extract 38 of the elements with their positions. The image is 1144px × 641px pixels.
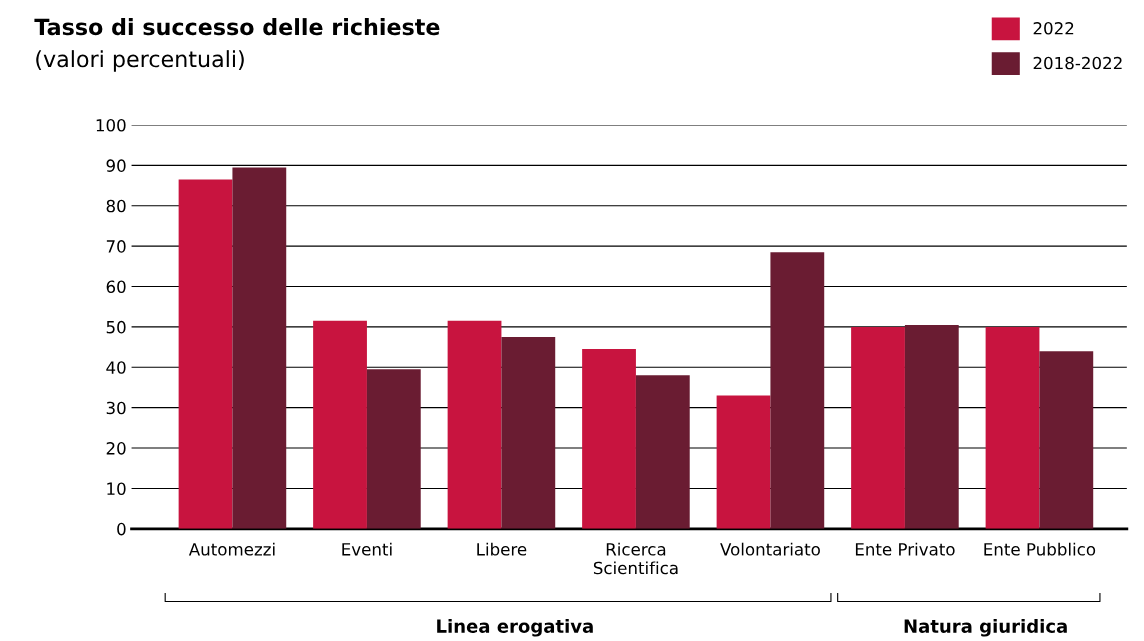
y-tick-label: 50 (106, 320, 126, 334)
bar (635, 375, 690, 529)
x-tick-label: Libere (477, 542, 527, 556)
text: Natura giuridica (904, 618, 1067, 637)
y-tick-label: 60 (106, 280, 126, 294)
bar (770, 252, 825, 529)
y-tick-label: 100 (96, 118, 126, 132)
y-tick-label: 20 (106, 442, 126, 455)
bar (904, 324, 959, 529)
bar (501, 337, 556, 529)
bar (851, 326, 905, 529)
y-tick-label: 40 (106, 361, 126, 374)
bar (313, 320, 367, 529)
x-tick-label: Ente Pubblico (984, 542, 1096, 556)
x-tick-label: Volontariato (720, 542, 820, 556)
text: Linea erogativa (437, 618, 593, 637)
x-tick-label: Eventi (342, 542, 392, 556)
bar (985, 326, 1040, 529)
bar (1039, 351, 1094, 529)
bar (716, 395, 771, 529)
bar (582, 349, 636, 529)
bar (366, 369, 421, 529)
y-tick-label: 90 (106, 159, 126, 172)
x-tick-label: Ente Privato (855, 542, 955, 556)
y-tick-label: 80 (106, 199, 126, 213)
y-tick-label: 10 (107, 482, 126, 496)
y-tick-label: 70 (106, 240, 126, 253)
bar (232, 167, 287, 529)
y-tick-label: 30 (106, 401, 126, 415)
bar (447, 320, 502, 529)
legend-label: 2022 (1033, 22, 1074, 35)
y-tick-label: 0 (117, 522, 126, 536)
x-tick-label: Automezzi (188, 542, 275, 556)
x-tick-label: Ricerca Scientifica (593, 542, 678, 575)
chart-subtitle: (valori percentuali) (36, 50, 244, 72)
bar (178, 179, 233, 529)
legend-label: 2018-2022 (1033, 56, 1122, 70)
chart-title: Tasso di successo delle richieste (34, 18, 440, 36)
